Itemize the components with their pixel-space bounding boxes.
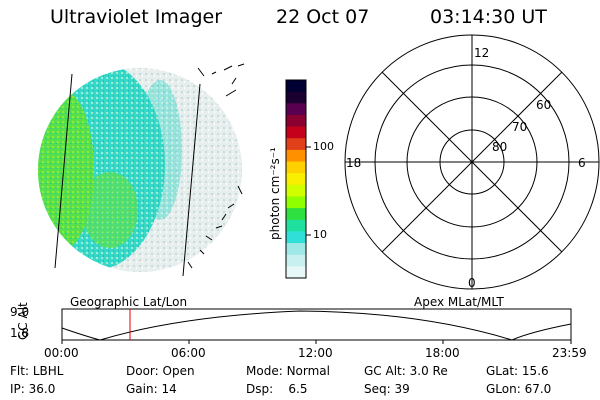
colorbar-swatch (286, 231, 306, 244)
polar-dial (344, 34, 600, 290)
colorbar-swatch (286, 91, 306, 104)
status-gc-altitude-value: 3.0 Re (409, 364, 448, 378)
meridian-line-west (54, 73, 73, 269)
status-ip: IP: 36.0 (10, 382, 56, 396)
colorbar-swatch (286, 114, 306, 128)
colorbar-swatch (286, 196, 306, 209)
colorbar-swatch (286, 138, 306, 151)
status-glat: GLat: 15.6 (486, 364, 549, 378)
colorbar-tick-10: 10 (313, 228, 327, 241)
status-filter-value: LBHL (32, 364, 64, 378)
colorbar-units-label: photon cm⁻²s⁻¹ (268, 147, 282, 240)
mlat-ring-60: 60 (536, 98, 552, 112)
colorbar (286, 80, 306, 279)
colorbar-swatch (286, 126, 306, 139)
geographic-frame-label: Geographic Lat/Lon (70, 295, 188, 309)
colorbar-swatch (286, 149, 306, 163)
coastline-outlines (187, 63, 245, 269)
status-sequence: Seq: 39 (364, 382, 410, 396)
colorbar-swatch (286, 173, 306, 186)
time-tick-0000: 00:00 (44, 346, 79, 360)
status-dsp-value: 6.5 (288, 382, 308, 396)
colorbar-swatch (286, 254, 306, 267)
altitude-plot (61, 308, 572, 344)
mlat-ring-70: 70 (512, 120, 528, 134)
status-door: Door: Open (126, 364, 195, 378)
status-gain: Gain: 14 (126, 382, 177, 396)
time-tick-1200: 12:00 (298, 346, 333, 360)
time-tick-0600: 06:00 (171, 346, 206, 360)
status-glat-value: 15.6 (521, 364, 549, 378)
meridian-line-east (182, 83, 201, 277)
altitude-ytick-top: 9.0 (10, 305, 30, 319)
mlat-ring-80: 80 (492, 140, 508, 154)
colorbar-swatch (286, 219, 306, 232)
colorbar-swatch (286, 266, 306, 279)
uv-earth-image (38, 68, 242, 272)
colorbar-swatch (286, 161, 306, 174)
colorbar-swatch (286, 243, 306, 256)
observation-date: 22 Oct 07 (276, 6, 370, 28)
status-glon: GLon: 67.0 (486, 382, 552, 396)
colorbar-tick-100: 100 (313, 140, 334, 153)
colorbar-swatch (286, 80, 306, 93)
mlt-label-dawn: 6 (578, 156, 586, 170)
status-sequence-value: 39 (394, 382, 410, 396)
status-gc-altitude: GC Alt: 3.0 Re (364, 364, 448, 378)
altitude-ytick-bottom: 1.8 (10, 326, 30, 340)
status-door-value: Open (162, 364, 195, 378)
colorbar-swatch (286, 184, 306, 197)
mlt-label-noon: 12 (474, 46, 490, 60)
status-gain-value: 14 (161, 382, 177, 396)
colorbar-swatch (286, 103, 306, 116)
status-mode-value: Normal (286, 364, 330, 378)
mlt-label-dusk: 18 (346, 156, 362, 170)
apex-frame-label: Apex MLat/MLT (414, 295, 504, 309)
colorbar-swatch (286, 208, 306, 221)
time-tick-1800: 18:00 (425, 346, 460, 360)
mlt-label-midnight: 0 (468, 276, 476, 290)
status-dsp: Dsp: 6.5 (246, 382, 308, 396)
instrument-title: Ultraviolet Imager (50, 6, 223, 28)
time-tick-2359: 23:59 (552, 346, 587, 360)
observation-time: 03:14:30 UT (430, 6, 547, 28)
status-ip-value: 36.0 (28, 382, 56, 396)
status-filter: Flt: LBHL (10, 364, 64, 378)
status-mode: Mode: Normal (246, 364, 330, 378)
status-glon-value: 67.0 (524, 382, 552, 396)
